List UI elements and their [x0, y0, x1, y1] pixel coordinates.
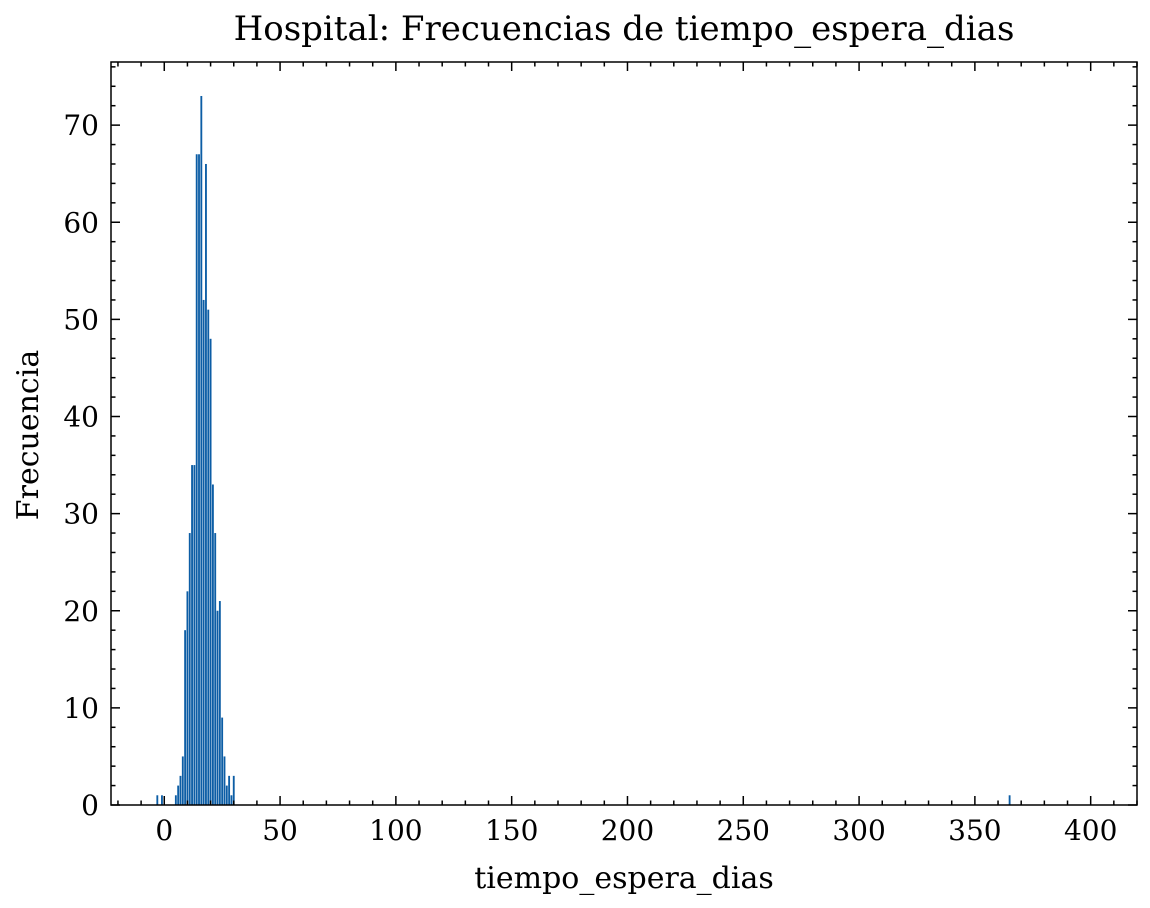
x-tick-label: 100 — [369, 814, 422, 847]
plot-frame — [110, 61, 1138, 806]
bar — [228, 775, 231, 805]
y-tick-label: 0 — [81, 789, 99, 822]
bar — [191, 465, 193, 805]
bar — [211, 484, 214, 805]
x-tick-label: 0 — [155, 814, 173, 847]
y-tick-label: 70 — [63, 109, 99, 142]
bar — [195, 154, 198, 805]
bar — [225, 785, 228, 805]
bar — [188, 533, 191, 805]
bar — [193, 465, 196, 805]
x-axis-label: tiempo_espera_dias — [474, 861, 774, 896]
bar — [184, 630, 187, 805]
bar — [202, 299, 205, 805]
bar — [161, 795, 163, 805]
x-tick-label: 250 — [717, 814, 770, 847]
bars-group — [156, 95, 1011, 806]
y-tick-label: 50 — [63, 303, 99, 336]
bar — [198, 154, 200, 805]
bar — [230, 795, 233, 805]
ticks-group: 0 50 100 150 200 250 300 350 400 0 10 20 30 40 50 60 70 — [63, 62, 1138, 847]
bar — [218, 601, 221, 805]
bar — [186, 591, 189, 805]
bar — [1008, 795, 1011, 805]
y-tick-label: 30 — [63, 498, 99, 531]
bar — [200, 95, 203, 806]
bar — [221, 717, 224, 805]
bar — [214, 533, 217, 805]
x-tick-label: 350 — [948, 814, 1001, 847]
bar — [216, 610, 219, 805]
bar — [177, 785, 180, 805]
bar — [174, 795, 177, 805]
bar — [205, 163, 207, 806]
chart-title: Hospital: Frecuencias de tiempo_espera_d… — [234, 9, 1015, 49]
x-tick-label: 150 — [485, 814, 538, 847]
x-tick-label: 400 — [1064, 814, 1117, 847]
y-tick-label: 10 — [63, 692, 99, 725]
bar — [181, 756, 184, 805]
bar — [207, 309, 210, 805]
bar — [209, 338, 212, 805]
y-tick-label: 40 — [63, 401, 99, 434]
bar — [223, 756, 226, 805]
x-tick-label: 300 — [832, 814, 885, 847]
y-axis-label: Frecuencia — [11, 350, 46, 521]
bar — [179, 775, 182, 805]
bar — [232, 775, 235, 805]
bar — [156, 795, 159, 805]
y-tick-label: 60 — [63, 206, 99, 239]
x-tick-label: 50 — [262, 814, 298, 847]
y-tick-label: 20 — [63, 595, 99, 628]
x-tick-label: 200 — [601, 814, 654, 847]
